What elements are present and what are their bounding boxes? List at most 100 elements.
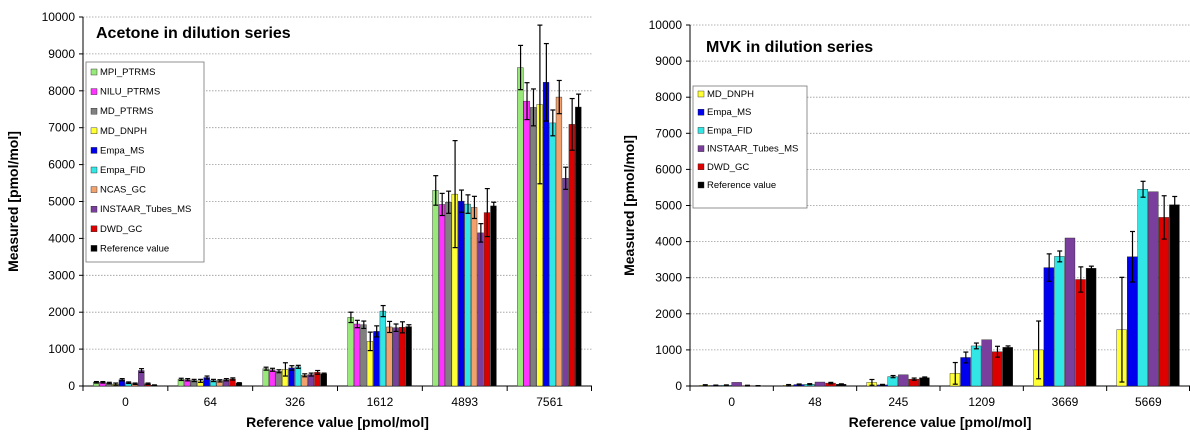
y-axis-label: Measured [pmol/mol] xyxy=(621,135,637,276)
y-tick-label: 2000 xyxy=(48,305,75,319)
y-tick-label: 5000 xyxy=(48,195,75,209)
bar xyxy=(898,374,909,387)
bar xyxy=(490,205,497,387)
bar xyxy=(562,178,569,387)
bar xyxy=(1169,204,1180,387)
legend-swatch xyxy=(697,163,705,171)
x-tick-label: 7561 xyxy=(536,395,563,409)
legend-entry: Reference value xyxy=(707,180,776,191)
bar xyxy=(517,67,524,387)
x-tick-label: 326 xyxy=(285,395,305,409)
bar xyxy=(470,207,478,387)
y-tick-label: 10000 xyxy=(649,18,683,32)
legend-swatch xyxy=(90,147,98,154)
bar xyxy=(269,369,276,387)
bar xyxy=(294,366,302,387)
y-tick-label: 1000 xyxy=(655,343,682,357)
bar xyxy=(353,323,361,387)
y-tick-label: 0 xyxy=(675,379,682,393)
y-tick-label: 10000 xyxy=(42,10,76,24)
bar xyxy=(981,339,992,387)
legend-entry: Reference value xyxy=(100,243,169,254)
legend-swatch xyxy=(697,127,705,134)
legend-entry: INSTAAR_Tubes_MS xyxy=(100,204,191,215)
x-tick-label: 64 xyxy=(204,395,218,409)
bar xyxy=(1158,217,1170,387)
x-tick-label: 48 xyxy=(808,395,822,409)
bar xyxy=(530,107,537,387)
bar xyxy=(347,317,354,387)
bar xyxy=(555,96,563,387)
y-tick-label: 6000 xyxy=(655,162,682,176)
x-tick-label: 5669 xyxy=(1135,395,1162,409)
bar xyxy=(1002,347,1013,387)
legend-swatch xyxy=(90,205,98,213)
y-tick-label: 3000 xyxy=(48,268,75,282)
x-tick-label: 0 xyxy=(728,395,735,409)
legend-swatch xyxy=(90,127,98,135)
legend-swatch xyxy=(90,107,98,115)
legend-swatch xyxy=(697,145,705,152)
legend-entry: Empa_FID xyxy=(707,125,753,136)
y-tick-label: 5000 xyxy=(655,199,682,213)
x-axis-label: Reference value [pmol/mol] xyxy=(849,414,1032,430)
bar xyxy=(445,202,452,387)
y-tick-label: 9000 xyxy=(48,47,75,61)
bar xyxy=(275,371,282,387)
bar xyxy=(360,324,367,387)
legend: MPI_PTRMS NILU_PTRMS MD_PTRMS MD_DNPH Empa_M… xyxy=(85,61,205,263)
bar xyxy=(970,345,982,387)
bar xyxy=(379,310,386,387)
legend-entry: MD_DNPH xyxy=(100,126,147,137)
legend-entry: MD_DNPH xyxy=(707,89,754,100)
legend-swatch xyxy=(697,108,705,116)
bar xyxy=(399,327,406,387)
legend-swatch xyxy=(90,225,98,233)
x-tick-label: 4893 xyxy=(451,395,478,409)
bar xyxy=(373,331,380,387)
legend-entry: Empa_MS xyxy=(707,107,751,118)
bar xyxy=(320,373,327,387)
legend-box xyxy=(85,61,205,263)
legend-swatch xyxy=(90,166,98,174)
y-tick-label: 1000 xyxy=(48,342,75,356)
legend-entry: DWD_GC xyxy=(707,162,749,173)
y-tick-label: 8000 xyxy=(48,84,75,98)
bar xyxy=(1054,256,1065,387)
x-tick-label: 245 xyxy=(888,395,908,409)
bar xyxy=(523,100,530,387)
legend-entry: Empa_FID xyxy=(100,165,146,176)
x-tick-label: 3669 xyxy=(1052,395,1079,409)
chart-2: 0 1000 2000 3000 4000 5000 6000 7000 8000 9000 100… xyxy=(621,18,1190,430)
bar xyxy=(1148,191,1159,387)
bar xyxy=(458,200,465,387)
legend-swatch xyxy=(90,245,98,252)
legend: MD_DNPH Empa_MS Empa_FID INSTAAR_Tubes_MS DW… xyxy=(692,85,808,209)
bar xyxy=(477,232,484,387)
x-tick-label: 0 xyxy=(122,395,129,409)
y-tick-label: 7000 xyxy=(48,121,75,135)
legend-entry: INSTAAR_Tubes_MS xyxy=(707,144,798,155)
legend-entry: NCAS_GC xyxy=(100,185,146,196)
y-tick-label: 7000 xyxy=(655,126,682,140)
bar xyxy=(405,326,412,387)
x-tick-label: 1209 xyxy=(968,395,995,409)
bar xyxy=(464,203,471,387)
x-axis-label: Reference value [pmol/mol] xyxy=(246,414,429,430)
chart-title: Acetone in dilution series xyxy=(96,25,291,42)
y-tick-label: 6000 xyxy=(48,158,75,172)
bar xyxy=(483,212,491,387)
legend-swatch xyxy=(90,68,98,76)
chart-title: MVK in dilution series xyxy=(706,39,873,56)
legend-box xyxy=(692,85,808,209)
legend-entry: NILU_PTRMS xyxy=(100,87,160,98)
bar xyxy=(575,106,582,387)
legend-entry: MPI_PTRMS xyxy=(100,67,155,78)
bar xyxy=(1137,189,1148,387)
y-tick-label: 3000 xyxy=(655,271,682,285)
bar xyxy=(542,82,550,387)
bar xyxy=(438,204,446,387)
legend-entry: MD_PTRMS xyxy=(100,106,153,117)
bar xyxy=(1075,279,1086,387)
